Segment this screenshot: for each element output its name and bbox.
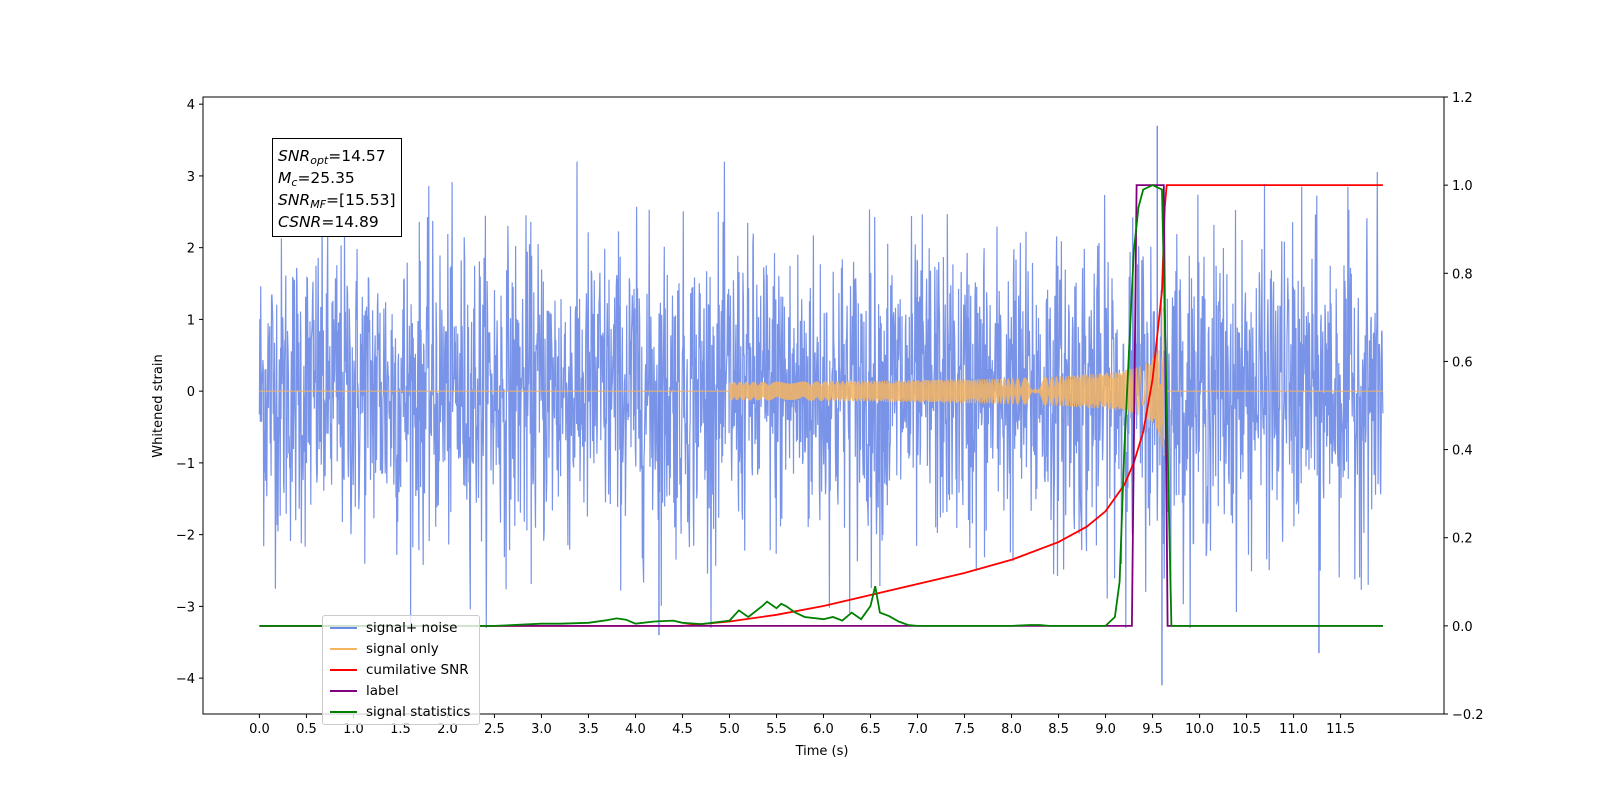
legend-item-cumilative-snr: cumilative SNR bbox=[330, 660, 469, 680]
legend-swatch bbox=[330, 627, 357, 629]
x-tick-label: 7.5 bbox=[954, 722, 975, 737]
x-tick-label: 10.0 bbox=[1185, 722, 1214, 737]
x-tick-label: 3.0 bbox=[531, 722, 552, 737]
series-cumilative-snr bbox=[259, 184, 1383, 627]
y2-tick-label: 0.6 bbox=[1452, 355, 1473, 370]
x-tick-label: 4.5 bbox=[672, 722, 693, 737]
x-tick-label: 2.5 bbox=[484, 722, 505, 737]
y2-tick-label: 1.2 bbox=[1452, 91, 1473, 106]
y-tick-label: −4 bbox=[176, 672, 195, 687]
x-tick-label: 10.5 bbox=[1232, 722, 1261, 737]
legend-item-signal-noise: signal+ noise bbox=[330, 618, 457, 638]
legend-swatch bbox=[330, 669, 357, 671]
x-tick-label: 5.0 bbox=[719, 722, 740, 737]
legend: signal+ noise signal only cumilative SNR… bbox=[322, 615, 480, 725]
y2-tick-label: 1.0 bbox=[1452, 179, 1473, 194]
y-tick-label: 4 bbox=[187, 98, 195, 113]
legend-label: signal statistics bbox=[366, 704, 471, 720]
legend-item-label: label bbox=[330, 681, 399, 701]
x-tick-label: 4.0 bbox=[625, 722, 646, 737]
series-signal-statistics bbox=[259, 184, 1383, 627]
legend-swatch bbox=[330, 711, 357, 713]
x-axis-label: Time (s) bbox=[795, 744, 849, 759]
y-axis-label: Whitened strain bbox=[151, 354, 166, 457]
legend-swatch bbox=[330, 690, 357, 692]
x-tick-label: 9.5 bbox=[1142, 722, 1163, 737]
x-tick-label: 0.0 bbox=[249, 722, 270, 737]
y2-tick-label: 0.2 bbox=[1452, 532, 1473, 547]
y2-tick-label: 0.8 bbox=[1452, 267, 1473, 282]
x-tick-label: 3.5 bbox=[578, 722, 599, 737]
x-tick-label: 5.5 bbox=[766, 722, 787, 737]
legend-label: cumilative SNR bbox=[366, 662, 469, 678]
series-layer bbox=[258, 125, 1384, 686]
y2-tick-label: −0.2 bbox=[1452, 708, 1484, 723]
x-tick-label: 1.5 bbox=[390, 722, 411, 737]
y-axis-right: 1.2 1.0 0.8 0.6 0.4 0.2 0.0 −0.2 bbox=[1444, 91, 1484, 723]
x-tick-label: 2.0 bbox=[437, 722, 458, 737]
stats-annotation: SNRopt=14.57 Mc=25.35 SNRMF=[15.53] CSNR… bbox=[272, 138, 402, 237]
y-tick-label: 3 bbox=[187, 170, 195, 185]
x-tick-label: 0.5 bbox=[296, 722, 317, 737]
y-tick-label: 2 bbox=[187, 242, 195, 257]
x-tick-label: 6.0 bbox=[813, 722, 834, 737]
x-tick-label: 1.0 bbox=[343, 722, 364, 737]
series-signal-only bbox=[259, 307, 1383, 456]
x-tick-label: 8.5 bbox=[1048, 722, 1069, 737]
y-tick-label: −3 bbox=[176, 600, 195, 615]
x-axis: 0.0 0.5 1.0 1.5 2.0 2.5 3.0 3.5 4.0 4.5 5.0 5.5 6.0 6… bbox=[249, 714, 1355, 737]
legend-swatch bbox=[330, 648, 357, 650]
legend-item-signal-statistics: signal statistics bbox=[330, 702, 470, 722]
snr-opt-line: SNRopt=14.57 bbox=[278, 147, 386, 167]
x-tick-label: 11.0 bbox=[1279, 722, 1308, 737]
x-tick-label: 7.0 bbox=[907, 722, 928, 737]
x-tick-label: 11.5 bbox=[1326, 722, 1355, 737]
x-tick-label: 6.5 bbox=[860, 722, 881, 737]
csnr-line: CSNR=14.89 bbox=[278, 213, 379, 231]
x-tick-label: 9.0 bbox=[1095, 722, 1116, 737]
legend-label: label bbox=[366, 683, 399, 699]
chirp-mass-line: Mc=25.35 bbox=[278, 169, 355, 189]
legend-item-signal-only: signal only bbox=[330, 639, 439, 659]
legend-label: signal only bbox=[366, 641, 439, 657]
y2-tick-label: 0.0 bbox=[1452, 620, 1473, 635]
y-axis-left: 4 3 2 1 0 −1 −2 −3 −4 bbox=[176, 98, 203, 687]
y-tick-label: 1 bbox=[187, 313, 195, 328]
y-tick-label: 0 bbox=[187, 385, 195, 400]
y-tick-label: −1 bbox=[176, 457, 195, 472]
y2-tick-label: 0.4 bbox=[1452, 444, 1473, 459]
legend-label: signal+ noise bbox=[366, 620, 458, 636]
y-tick-label: −2 bbox=[176, 529, 195, 544]
x-tick-label: 8.0 bbox=[1001, 722, 1022, 737]
snr-mf-line: SNRMF=[15.53] bbox=[278, 191, 396, 211]
